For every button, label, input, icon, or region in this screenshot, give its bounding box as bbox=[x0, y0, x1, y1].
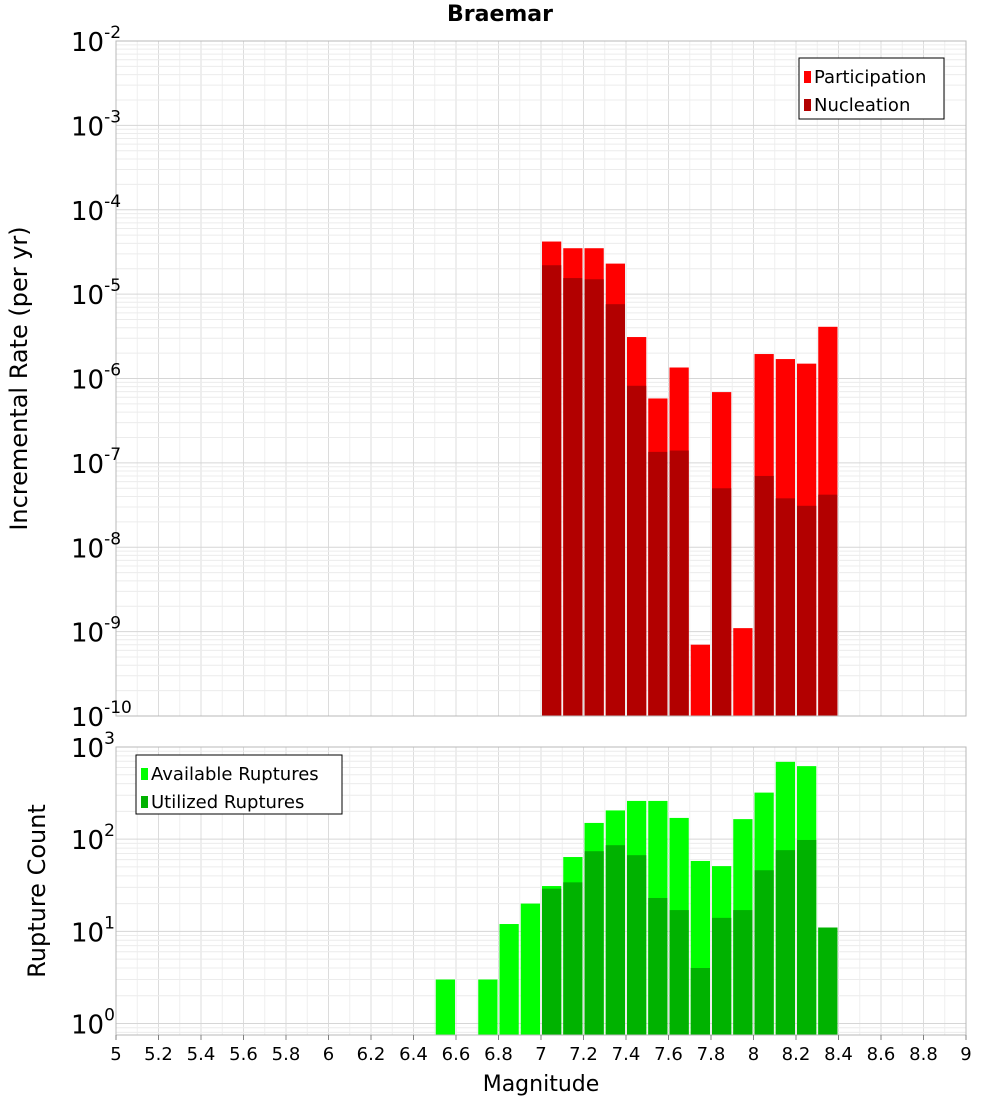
y-tick-label: 103 bbox=[71, 729, 115, 764]
panel-rate: 10-10 10-9 10-8 10-7 10-6 10-5 10-4 10-3 10-2 Inc… bbox=[5, 23, 967, 733]
y-tick-label: 10-7 bbox=[71, 445, 121, 480]
bar bbox=[648, 451, 668, 716]
bar bbox=[733, 628, 753, 716]
legend-box bbox=[798, 57, 945, 120]
bar bbox=[542, 888, 562, 1035]
x-tick-label: 6.4 bbox=[399, 1044, 428, 1065]
y-tick-label: 10-4 bbox=[71, 192, 121, 227]
chart-title: Braemar bbox=[446, 2, 553, 27]
bar bbox=[712, 488, 732, 716]
x-tick-label: 8 bbox=[748, 1044, 759, 1065]
bar bbox=[754, 870, 774, 1035]
x-tick-label: 8.2 bbox=[782, 1044, 811, 1065]
y-axis-label: Incremental Rate (per yr) bbox=[5, 226, 33, 530]
bar bbox=[542, 265, 562, 716]
bar bbox=[690, 644, 710, 716]
bar bbox=[669, 450, 689, 716]
plot-frame-rate bbox=[115, 40, 967, 717]
legend-label: Participation bbox=[814, 67, 926, 88]
bar bbox=[797, 839, 817, 1035]
x-axis-label: Magnitude bbox=[483, 1072, 600, 1097]
x-tick-label: 7 bbox=[535, 1044, 546, 1065]
bar bbox=[563, 882, 583, 1035]
legend-swatch bbox=[141, 796, 148, 808]
legend-rate: Participation Nucleation bbox=[798, 57, 945, 120]
bar bbox=[435, 979, 455, 1035]
series-nucleation bbox=[542, 265, 838, 716]
y-tick-label: 10-3 bbox=[71, 107, 121, 142]
x-tick-label: 5.4 bbox=[187, 1044, 216, 1065]
x-tick-label: 5 bbox=[110, 1044, 121, 1065]
y-tick-label: 10-10 bbox=[71, 698, 132, 733]
x-ticks: 5 5.2 5.4 5.6 5.8 6 6.2 6.4 6.6 6.8 7 7.2 7.4 7.6 7.8 8… bbox=[110, 1035, 972, 1065]
x-tick-label: 7.4 bbox=[612, 1044, 641, 1065]
bar bbox=[690, 967, 710, 1035]
bar bbox=[712, 917, 732, 1035]
y-tick-label: 10-6 bbox=[71, 361, 121, 396]
bar bbox=[754, 475, 774, 716]
x-tick-label: 7.6 bbox=[654, 1044, 683, 1065]
panel-count: 100 101 102 103 Rupture Count Available Ruptu… bbox=[23, 729, 972, 1097]
x-tick-label: 8.6 bbox=[867, 1044, 896, 1065]
grid-rate bbox=[115, 40, 967, 717]
bar bbox=[520, 903, 540, 1035]
legend-swatch bbox=[804, 99, 811, 111]
x-tick-label: 8.4 bbox=[824, 1044, 853, 1065]
x-tick-label: 5.2 bbox=[144, 1044, 173, 1065]
bar bbox=[775, 498, 795, 716]
legend-label: Available Ruptures bbox=[151, 764, 319, 785]
y-tick-label: 10-5 bbox=[71, 276, 121, 311]
x-tick-label: 5.8 bbox=[272, 1044, 301, 1065]
x-tick-label: 6.8 bbox=[484, 1044, 513, 1065]
bar bbox=[818, 927, 838, 1035]
x-tick-label: 7.2 bbox=[569, 1044, 598, 1065]
bar bbox=[818, 494, 838, 716]
x-tick-label: 6 bbox=[323, 1044, 334, 1065]
bar bbox=[797, 505, 817, 716]
x-tick-label: 5.6 bbox=[229, 1044, 258, 1065]
y-tick-label: 100 bbox=[71, 1005, 115, 1040]
bar bbox=[775, 850, 795, 1035]
bar bbox=[478, 979, 498, 1035]
y-tick-label: 10-8 bbox=[71, 529, 121, 564]
bar bbox=[669, 910, 689, 1035]
y-tick-label: 102 bbox=[71, 821, 115, 856]
bar bbox=[584, 279, 604, 716]
bar bbox=[733, 910, 753, 1035]
bar bbox=[627, 855, 647, 1035]
x-tick-label: 6.6 bbox=[442, 1044, 471, 1065]
bar bbox=[563, 278, 583, 716]
x-tick-label: 8.8 bbox=[909, 1044, 938, 1065]
y-tick-label: 101 bbox=[71, 913, 115, 948]
series-utilized-ruptures bbox=[542, 839, 838, 1035]
legend-count: Available Ruptures Utilized Ruptures bbox=[135, 754, 343, 815]
x-tick-label: 7.8 bbox=[697, 1044, 726, 1065]
y-axis-label: Rupture Count bbox=[23, 804, 51, 978]
y-tick-label: 10-9 bbox=[71, 614, 121, 649]
legend-swatch bbox=[804, 71, 811, 83]
bar bbox=[584, 851, 604, 1035]
bar bbox=[648, 897, 668, 1035]
legend-swatch bbox=[141, 768, 148, 780]
x-tick-label: 6.2 bbox=[357, 1044, 386, 1065]
bar bbox=[627, 385, 647, 716]
bar bbox=[605, 304, 625, 716]
y-tick-label: 10-2 bbox=[71, 23, 121, 58]
legend-label: Nucleation bbox=[814, 95, 910, 116]
legend-box bbox=[135, 754, 343, 815]
bar bbox=[605, 845, 625, 1035]
bar bbox=[499, 924, 519, 1035]
x-tick-label: 9 bbox=[960, 1044, 971, 1065]
legend-label: Utilized Ruptures bbox=[151, 792, 304, 813]
